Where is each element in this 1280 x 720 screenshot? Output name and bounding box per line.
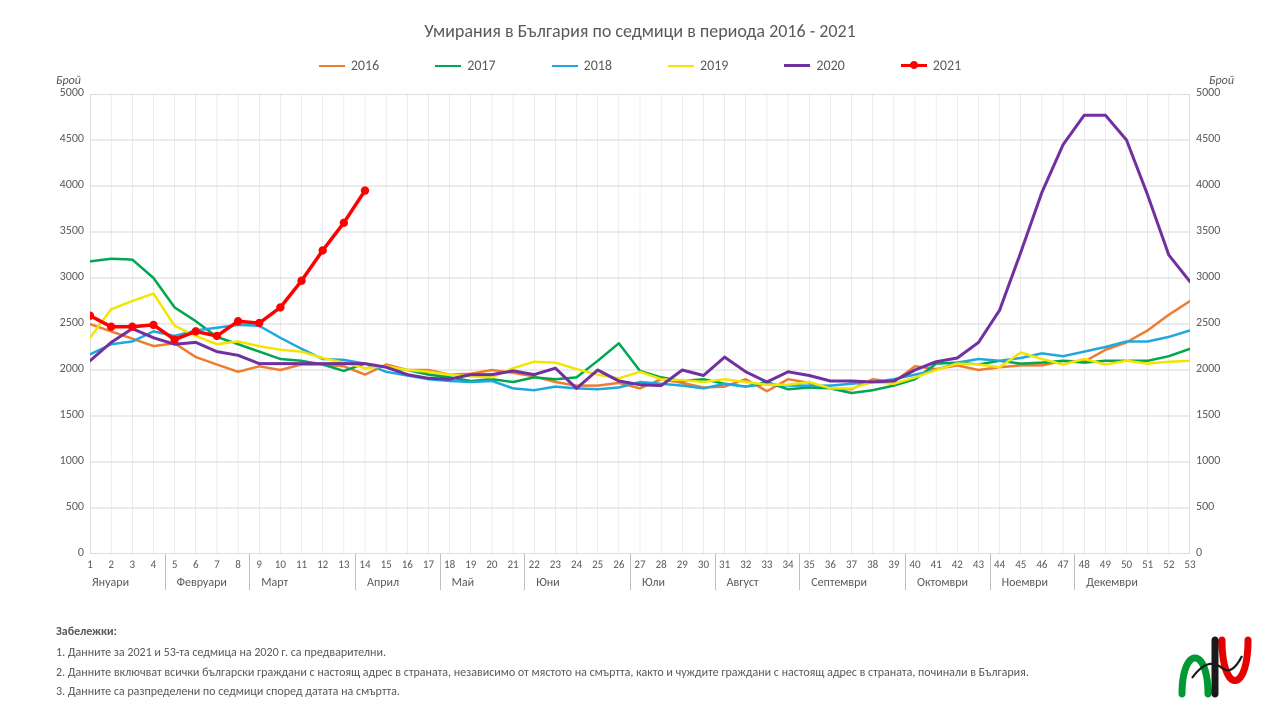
legend-swatch bbox=[319, 65, 345, 68]
legend-label: 2016 bbox=[351, 57, 379, 74]
chart-plot bbox=[90, 94, 1190, 554]
legend-label: 2017 bbox=[467, 57, 495, 74]
legend-item-2019: 2019 bbox=[668, 57, 728, 74]
legend: 2016 2017 2018 2019 2020 2021 bbox=[0, 54, 1280, 74]
legend-label: 2021 bbox=[933, 57, 961, 74]
legend-item-2020: 2020 bbox=[784, 57, 844, 74]
legend-swatch bbox=[668, 65, 694, 68]
legend-item-2017: 2017 bbox=[435, 57, 495, 74]
legend-swatch bbox=[901, 64, 927, 68]
legend-label: 2019 bbox=[700, 57, 728, 74]
chart-frame: Умирания в България по седмици в периода… bbox=[0, 0, 1280, 720]
legend-item-2018: 2018 bbox=[552, 57, 612, 74]
footnotes-header: Забележки: bbox=[56, 623, 1160, 642]
footnote-3: 3. Данните са разпределени по седмици сп… bbox=[56, 683, 1160, 702]
legend-swatch bbox=[552, 65, 578, 68]
footnote-1: 1. Данните за 2021 и 53-та седмица на 20… bbox=[56, 644, 1160, 663]
footnotes: Забележки: 1. Данните за 2021 и 53-та се… bbox=[56, 623, 1160, 702]
footnote-2: 2. Данните включват всички български гра… bbox=[56, 664, 1160, 683]
legend-swatch bbox=[435, 65, 461, 68]
legend-label: 2018 bbox=[584, 57, 612, 74]
chart-title: Умирания в България по седмици в периода… bbox=[0, 20, 1280, 42]
legend-item-2016: 2016 bbox=[319, 57, 379, 74]
legend-item-2021: 2021 bbox=[901, 57, 961, 74]
legend-label: 2020 bbox=[816, 57, 844, 74]
legend-swatch bbox=[784, 64, 810, 67]
nsi-logo bbox=[1178, 636, 1256, 698]
